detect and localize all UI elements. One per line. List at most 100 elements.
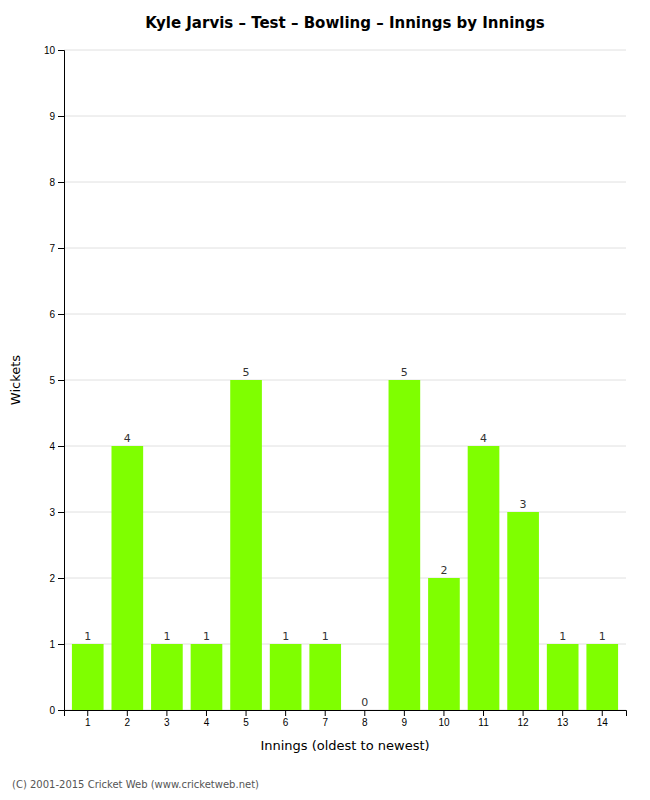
tick-label: 2 <box>125 717 131 728</box>
tick-label: 11 <box>478 717 489 728</box>
plot: 1411511052431112345678910111213140123456… <box>44 45 627 728</box>
title: Kyle Jarvis – Test – Bowling – Innings b… <box>145 14 544 32</box>
data-labels: 14115110524311 <box>84 366 606 709</box>
y-axis-label: Wickets <box>8 355 23 405</box>
axis-line <box>58 51 65 711</box>
tick-label: 4 <box>204 717 210 728</box>
footer: (C) 2001-2015 Cricket Web (www.cricketwe… <box>12 779 259 790</box>
bar <box>428 578 460 710</box>
tick-label: 9 <box>402 717 408 728</box>
bar <box>230 380 262 710</box>
tick-mark <box>443 710 444 716</box>
tick-label: 8 <box>49 177 55 188</box>
tick-mark <box>58 710 64 711</box>
y-tick: 5 <box>49 375 64 386</box>
tick-label: 1 <box>85 717 91 728</box>
bar <box>389 380 421 710</box>
data-label: 1 <box>203 630 210 643</box>
tick-mark <box>483 710 484 716</box>
tick-mark <box>58 182 64 183</box>
y-tick: 0 <box>49 705 64 716</box>
data-label: 1 <box>84 630 91 643</box>
tick-label: 6 <box>283 717 289 728</box>
data-label: 4 <box>480 432 487 445</box>
y-tick: 4 <box>49 441 64 452</box>
x-tick: 3 <box>164 710 170 728</box>
x-tick: 10 <box>438 710 450 728</box>
y-axis: 0 1 2 3 4 5 6 7 8 9 10 <box>44 45 65 716</box>
y-tick: 10 <box>44 45 64 56</box>
grid-line <box>64 578 626 579</box>
x-tick: 14 <box>597 710 609 728</box>
grid-line <box>64 116 626 117</box>
bar <box>349 710 381 711</box>
tick-mark <box>166 710 167 716</box>
bar <box>270 644 302 710</box>
x-axis-label: Innings (oldest to newest) <box>260 738 429 753</box>
bar <box>191 644 223 710</box>
tick-label: 3 <box>49 507 55 518</box>
tick-label: 14 <box>597 717 609 728</box>
x-tick: 8 <box>362 710 368 728</box>
grid-line <box>64 248 626 249</box>
bar <box>151 644 183 710</box>
tick-mark <box>127 710 128 716</box>
bar <box>72 644 104 710</box>
tick-mark <box>285 710 286 716</box>
tick-label: 6 <box>49 309 55 320</box>
tick-label: 10 <box>438 717 450 728</box>
tick-mark <box>87 710 88 716</box>
tick-label: 9 <box>49 111 55 122</box>
x-tick: 1 <box>85 710 91 728</box>
tick-label: 5 <box>49 375 55 386</box>
tick-label: 7 <box>322 717 328 728</box>
data-label: 5 <box>243 366 250 379</box>
tick-label: 4 <box>49 441 55 452</box>
tick-mark <box>58 578 64 579</box>
data-label: 4 <box>124 432 131 445</box>
bar <box>111 446 143 710</box>
tick-mark <box>523 710 524 716</box>
x-tick: 5 <box>243 710 249 728</box>
data-label: 3 <box>520 498 527 511</box>
x-tick: 7 <box>322 710 328 728</box>
grid-line <box>64 512 626 513</box>
tick-mark <box>206 710 207 716</box>
data-label: 1 <box>163 630 170 643</box>
x-tick: 11 <box>478 710 489 728</box>
grid-line <box>64 644 626 645</box>
grid-line <box>64 182 626 183</box>
x-tick: 2 <box>125 710 131 728</box>
tick-label: 7 <box>49 243 55 254</box>
x-tick: 9 <box>402 710 408 728</box>
bar <box>309 644 341 710</box>
data-label: 2 <box>440 564 447 577</box>
bar <box>586 644 618 710</box>
tick-label: 0 <box>49 705 55 716</box>
tick-mark <box>246 710 247 716</box>
tick-mark <box>364 710 365 716</box>
bar <box>547 644 579 710</box>
y-tick: 2 <box>49 573 64 584</box>
grid-line <box>64 314 626 315</box>
x-axis: 1234567891011121314 <box>65 710 627 728</box>
tick-mark <box>58 644 64 645</box>
tick-label: 1 <box>49 639 55 650</box>
bars <box>72 380 618 710</box>
x-tick: 13 <box>557 710 569 728</box>
tick-mark <box>562 710 563 716</box>
tick-label: 12 <box>518 717 530 728</box>
y-tick: 1 <box>49 639 64 650</box>
grid-line <box>64 380 626 381</box>
x-tick: 12 <box>518 710 530 728</box>
y-tick: 7 <box>49 243 64 254</box>
tick-label: 13 <box>557 717 569 728</box>
y-tick: 6 <box>49 309 64 320</box>
x-tick: 4 <box>204 710 210 728</box>
tick-mark <box>58 248 64 249</box>
tick-label: 2 <box>49 573 55 584</box>
data-label: 1 <box>559 630 566 643</box>
data-label: 1 <box>599 630 606 643</box>
data-label: 1 <box>282 630 289 643</box>
y-tick: 9 <box>49 111 64 122</box>
